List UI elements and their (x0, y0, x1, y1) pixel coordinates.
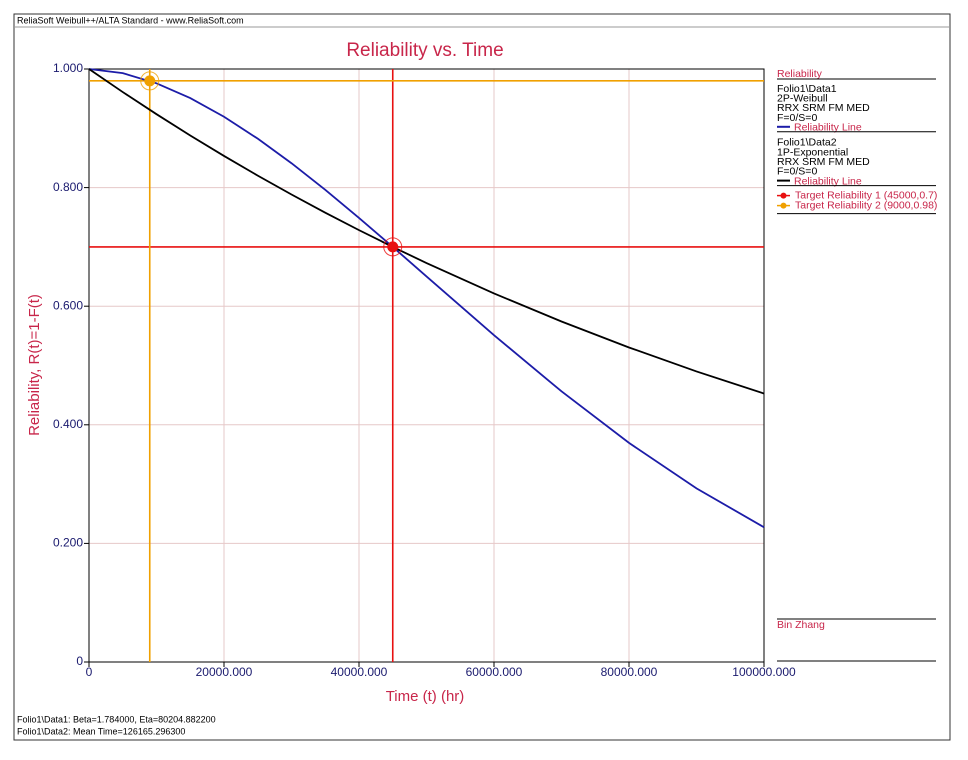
legend-entry: Target Reliability 1 (45000,0.7) (795, 189, 937, 201)
y-axis-label: Reliability, R(t)=1-F(t) (26, 294, 43, 436)
x-tick-label: 100000.000 (732, 665, 796, 679)
series-line (88, 68, 765, 529)
target-point (387, 241, 399, 253)
y-tick-label: 0.600 (53, 298, 83, 312)
header: ReliaSoft Weibull++/ALTA Standard - www.… (17, 15, 244, 25)
series-line (88, 68, 765, 395)
author: Bin Zhang (777, 619, 825, 631)
legend-info: RRX SRM FM MED (777, 156, 870, 168)
legend-info: Folio1\Data1 (777, 83, 837, 95)
chart-title: Reliability vs. Time (346, 40, 503, 61)
x-tick-label: 40000.000 (331, 665, 388, 679)
legend-info: F=0/S=0 (777, 166, 817, 178)
target-point (144, 75, 156, 87)
target-ring (140, 71, 160, 91)
legend-entry: Reliability Line (794, 122, 862, 134)
y-tick-label: 0.200 (53, 536, 83, 550)
legend-marker (780, 202, 787, 209)
y-tick-label: 0.800 (53, 180, 83, 194)
plot-area (89, 69, 764, 662)
y-tick-label: 0 (76, 654, 83, 668)
legend-entry: Reliability Line (794, 175, 862, 187)
legend-entry: Target Reliability 2 (9000,0.98) (795, 199, 937, 211)
x-tick-label: 20000.000 (196, 665, 253, 679)
y-tick-label: 1.000 (53, 61, 83, 75)
legend-info: 1P-Exponential (777, 146, 848, 158)
legend-heading: Reliability (777, 68, 823, 80)
footer-line: Folio1\Data1: Beta=1.784000, Eta=80204.8… (17, 714, 216, 724)
plot-border (88, 68, 765, 663)
footer-line: Folio1\Data2: Mean Time=126165.296300 (17, 726, 185, 736)
legend-marker (780, 192, 787, 199)
target-ring (383, 237, 403, 257)
legend-info: Folio1\Data2 (777, 137, 837, 149)
y-tick-label: 0.400 (53, 417, 83, 431)
x-tick-label: 80000.000 (601, 665, 658, 679)
legend-info: RRX SRM FM MED (777, 102, 870, 114)
legend-info: 2P-Weibull (777, 92, 828, 104)
x-tick-label: 0 (86, 665, 93, 679)
legend-info: F=0/S=0 (777, 112, 817, 124)
x-tick-label: 60000.000 (466, 665, 523, 679)
x-axis-label: Time (t) (hr) (386, 688, 465, 705)
